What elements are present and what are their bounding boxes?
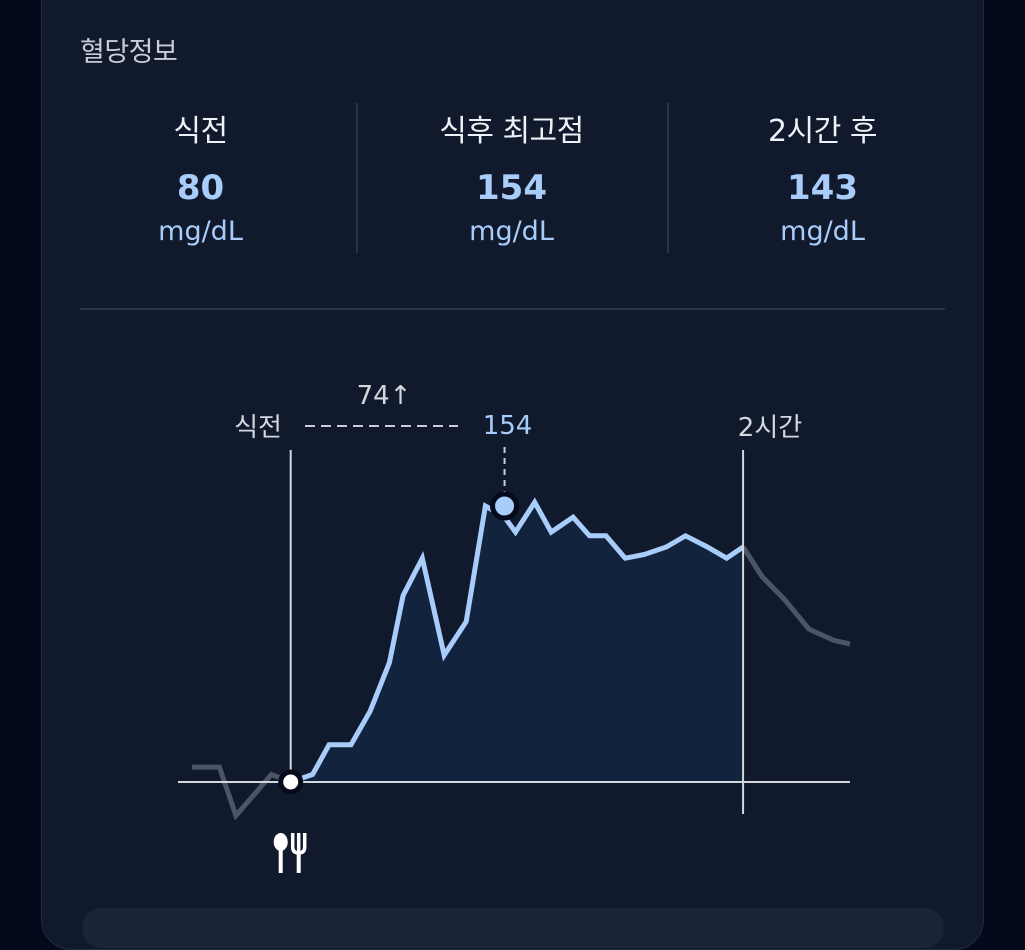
stats-row: 식전 80 mg/dL 식후 최고점 154 mg/dL 2시간 후 143 m… bbox=[45, 103, 978, 253]
section-divider bbox=[80, 308, 945, 310]
stat-value: 80 bbox=[176, 168, 225, 208]
label-peak-value: 154 bbox=[483, 411, 533, 441]
stat-two-hours-after: 2시간 후 143 mg/dL bbox=[667, 103, 978, 253]
stat-unit: mg/dL bbox=[780, 216, 865, 247]
stat-label: 식전 bbox=[173, 114, 228, 149]
label-before-meal: 식전 bbox=[234, 413, 282, 443]
stat-unit: mg/dL bbox=[158, 216, 243, 247]
card-title: 혈당정보 bbox=[80, 37, 178, 68]
label-two-hours: 2시간 bbox=[738, 413, 802, 443]
next-card-peek bbox=[82, 908, 944, 948]
label-rise: 74↑ bbox=[357, 381, 412, 411]
fork-spoon-icon bbox=[273, 833, 307, 873]
stat-value: 154 bbox=[476, 168, 547, 208]
stat-unit: mg/dL bbox=[469, 216, 554, 247]
glucose-chart: 식전 2시간 74↑ 154 bbox=[178, 381, 851, 873]
peak-point bbox=[490, 491, 520, 521]
chart-line-meal-window bbox=[289, 497, 745, 785]
stat-divider bbox=[667, 103, 669, 253]
stat-label: 식후 최고점 bbox=[439, 114, 584, 149]
glucose-info-card bbox=[41, 0, 984, 950]
stat-divider bbox=[356, 103, 358, 253]
chart-area-fill bbox=[290, 502, 744, 782]
meal-start-point bbox=[278, 769, 304, 795]
stat-value: 143 bbox=[787, 168, 858, 208]
stat-post-meal-peak: 식후 최고점 154 mg/dL bbox=[356, 103, 667, 253]
stat-label: 2시간 후 bbox=[768, 114, 877, 149]
stat-before-meal: 식전 80 mg/dL bbox=[45, 103, 356, 253]
chart-line-outside-window bbox=[192, 545, 851, 821]
